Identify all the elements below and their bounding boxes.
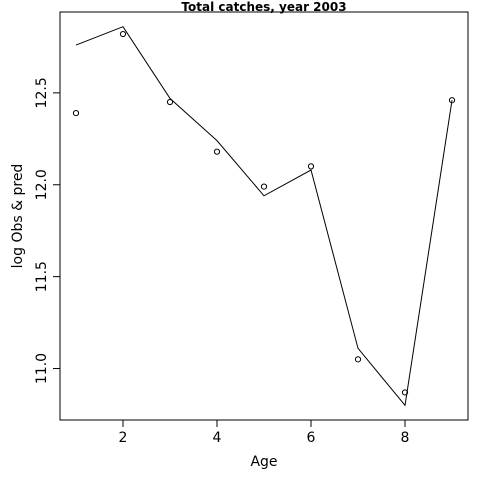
x-tick-label: 8 — [401, 430, 410, 446]
observed-point — [448, 97, 456, 104]
y-tick-label: 12.0 — [34, 169, 50, 200]
series-layer — [72, 26, 456, 407]
y-axis-label: log Obs & pred — [10, 164, 26, 269]
y-axis: 11.0 11.5 12.0 12.5 — [34, 77, 61, 384]
x-axis-label: Age — [250, 454, 277, 470]
x-tick-label: 6 — [307, 430, 316, 446]
x-axis: 2 4 6 8 — [119, 419, 410, 446]
plot-frame — [59, 11, 469, 421]
predicted-line — [75, 26, 453, 407]
chart-title: Total catches, year 2003 — [181, 0, 346, 14]
y-tick-label: 11.5 — [34, 261, 50, 292]
observed-point — [166, 98, 174, 106]
observed-point — [72, 109, 80, 117]
observed-point — [213, 148, 221, 155]
x-tick-label: 2 — [119, 430, 128, 446]
observed-point — [354, 356, 362, 363]
y-tick-label: 11.0 — [34, 353, 50, 384]
observed-point — [119, 30, 127, 38]
observed-point — [401, 389, 409, 396]
x-tick-label: 4 — [213, 430, 222, 446]
observed-point — [307, 163, 315, 170]
y-tick-label: 12.5 — [34, 77, 50, 108]
observed-point — [260, 183, 268, 190]
